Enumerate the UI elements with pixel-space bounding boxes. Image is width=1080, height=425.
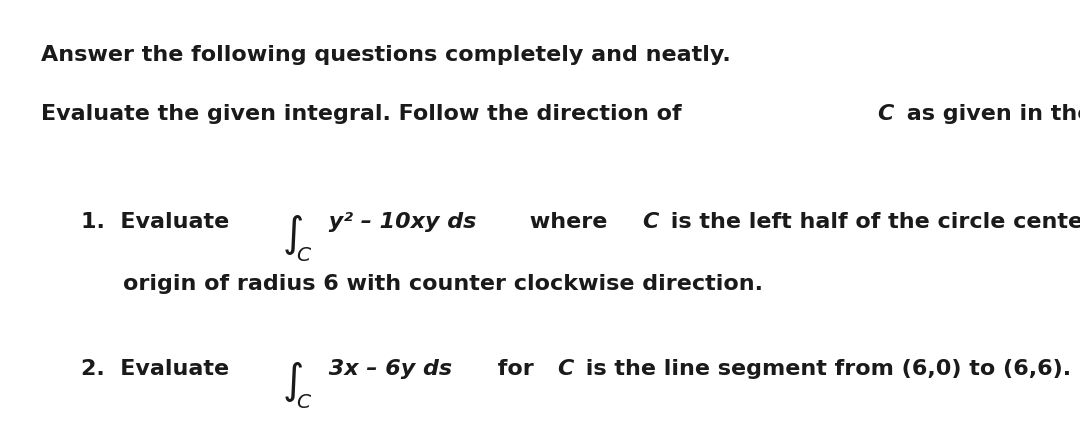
Text: 3x – 6y ds: 3x – 6y ds: [321, 359, 453, 379]
Text: 1.  Evaluate: 1. Evaluate: [81, 212, 237, 232]
Text: 2.  Evaluate: 2. Evaluate: [81, 359, 237, 379]
Text: Evaluate the given integral. Follow the direction of: Evaluate the given integral. Follow the …: [41, 104, 689, 124]
Text: where: where: [522, 212, 615, 232]
Text: origin of radius 6 with counter clockwise direction.: origin of radius 6 with counter clockwis…: [123, 274, 762, 294]
Text: Answer the following questions completely and neatly.: Answer the following questions completel…: [41, 45, 731, 65]
Text: y² – 10xy ds: y² – 10xy ds: [321, 212, 476, 232]
Text: C: C: [642, 212, 659, 232]
Text: $\int_{\!\!C}$: $\int_{\!\!C}$: [282, 212, 312, 264]
Text: is the left half of the circle centered at the: is the left half of the circle centered …: [663, 212, 1080, 232]
Text: is the line segment from (6,0) to (6,6).: is the line segment from (6,0) to (6,6).: [578, 359, 1071, 379]
Text: C: C: [557, 359, 573, 379]
Text: as given in the problem statement.: as given in the problem statement.: [899, 104, 1080, 124]
Text: $\int_{\!\!C}$: $\int_{\!\!C}$: [282, 359, 312, 411]
Text: C: C: [878, 104, 894, 124]
Text: for: for: [490, 359, 542, 379]
